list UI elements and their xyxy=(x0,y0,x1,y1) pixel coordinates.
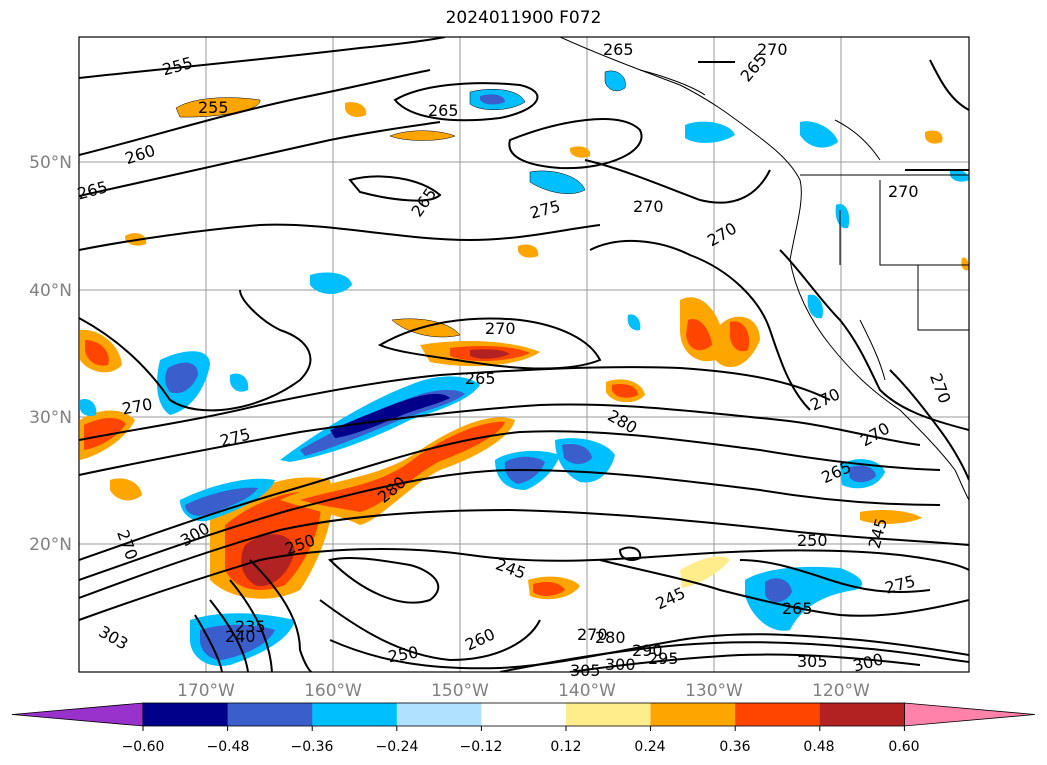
positive-shading xyxy=(80,97,969,600)
map-frame xyxy=(78,36,970,673)
contour-label: 270 xyxy=(485,319,516,338)
colorbar-bin xyxy=(566,703,652,726)
contour-label: 270 xyxy=(888,182,919,201)
colorbar-bin xyxy=(396,703,482,726)
contour-lines xyxy=(79,37,969,672)
lat-label-40n: 40°N xyxy=(29,281,72,301)
colorbar-tick-label: −0.60 xyxy=(122,739,165,755)
contour-label: 265 xyxy=(782,599,813,618)
colorbar-bin xyxy=(819,703,905,726)
contour-label: 265 xyxy=(428,101,459,120)
contour-label: 265 xyxy=(603,40,634,59)
lon-label-170w: 170°W xyxy=(177,681,235,701)
coastline xyxy=(559,37,969,501)
colorbar xyxy=(11,702,1036,731)
contour-label: 270 xyxy=(577,625,608,644)
contour-label: 280 xyxy=(595,628,626,647)
colorbar-ticks: −0.60 −0.48 −0.36 −0.24 −0.12 0.12 0.24 … xyxy=(122,739,920,755)
contour-label: 270 xyxy=(633,197,664,216)
colorbar-bin xyxy=(227,703,313,726)
colorbar-tick-label: −0.12 xyxy=(460,739,503,755)
colorbar-bin xyxy=(143,703,229,726)
contour-label: 235 xyxy=(235,617,266,636)
lon-label-140w: 140°W xyxy=(558,681,616,701)
lon-labels: 170°W 160°W 150°W 140°W 130°W 120°W xyxy=(177,681,870,701)
contour-label: 305 xyxy=(797,652,828,671)
colorbar-tick-label: −0.48 xyxy=(207,739,250,755)
colorbar-extend-high xyxy=(904,702,1036,727)
contour-label: 295 xyxy=(648,649,679,668)
lon-label-130w: 130°W xyxy=(685,681,743,701)
contour-label: 270 xyxy=(757,40,788,59)
lon-label-160w: 160°W xyxy=(304,681,362,701)
colorbar-bin xyxy=(312,703,398,726)
colorbar-bin xyxy=(650,703,736,726)
contour-label: 290 xyxy=(632,641,663,660)
map-title: 2024011900 F072 xyxy=(445,8,602,28)
colorbar-tick-label: 0.24 xyxy=(634,739,665,755)
colorbar-outline xyxy=(142,702,905,727)
contour-label: 255 xyxy=(198,98,229,117)
colorbar-tick-label: −0.36 xyxy=(291,739,334,755)
lat-label-50n: 50°N xyxy=(29,153,72,173)
lat-label-20n: 20°N xyxy=(29,535,72,555)
lon-label-150w: 150°W xyxy=(431,681,489,701)
colorbar-tick-label: 0.36 xyxy=(719,739,750,755)
contour-label: 305 xyxy=(570,661,601,680)
colorbar-tick-label: 0.60 xyxy=(888,739,919,755)
contour-label: 300 xyxy=(605,655,636,674)
colorbar-extend-low xyxy=(11,702,144,727)
contour-label: 265 xyxy=(465,369,496,388)
contour-label: 250 xyxy=(797,531,828,550)
colorbar-tick-label: −0.24 xyxy=(376,739,419,755)
lat-labels: 50°N 40°N 30°N 20°N xyxy=(29,153,72,555)
lat-label-30n: 30°N xyxy=(29,408,72,428)
colorbar-tick-label: 0.12 xyxy=(550,739,581,755)
colorbar-bin xyxy=(735,703,821,726)
contour-label: 240 xyxy=(225,627,256,646)
contour-labels: 255 255 260 265 265 265 265 265 270 270 … xyxy=(75,40,954,680)
lon-label-120w: 120°W xyxy=(812,681,870,701)
colorbar-bin xyxy=(481,703,567,726)
colorbar-tick-label: 0.48 xyxy=(803,739,834,755)
